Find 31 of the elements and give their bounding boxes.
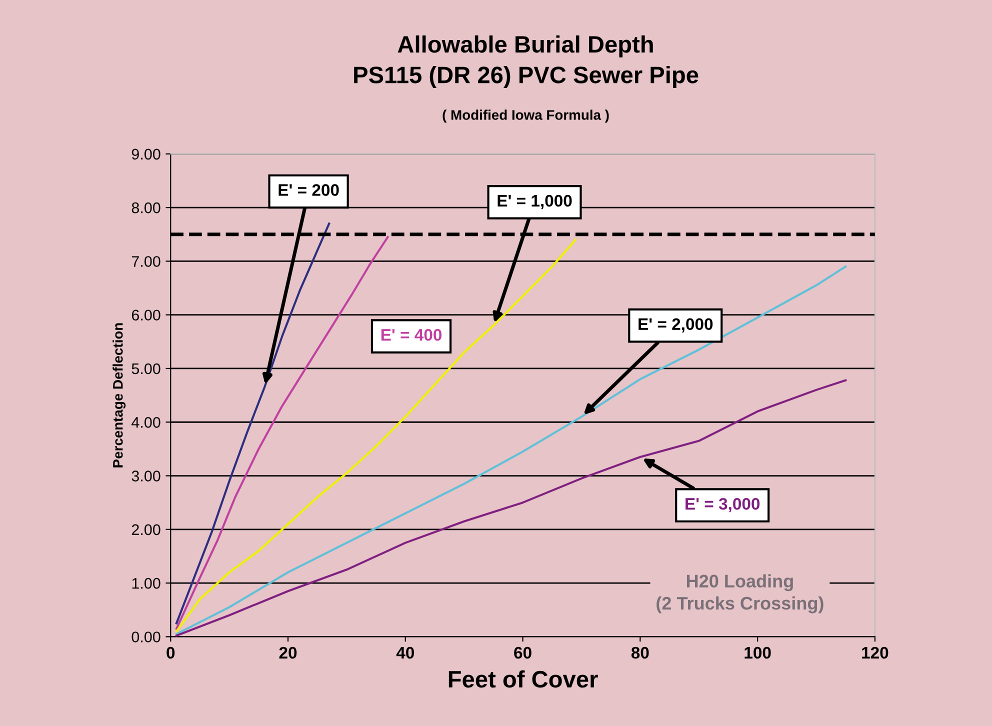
y-tick-label: 0.00: [132, 632, 160, 642]
line-series: [175, 238, 577, 632]
y-tick-label: 2.00: [132, 524, 160, 536]
series-label: E' = 1,000: [498, 194, 572, 210]
line-series: [175, 222, 330, 624]
x-tick-label: 60: [514, 646, 532, 659]
x-axis-title: Feet of Cover: [448, 670, 598, 688]
x-tick-label: 100: [744, 646, 771, 659]
text: E' = 400: [381, 328, 442, 341]
y-tick-label: 9.00: [132, 148, 160, 160]
chart-title: Allowable Burial Depth PS115 (DR 26) PVC Sewer Pipe: [354, 35, 698, 88]
text: E' = 3,000: [686, 498, 760, 512]
y-tick-label: 6.00: [132, 310, 160, 321]
y-tick-label: 5.00: [132, 363, 160, 374]
y-tick-label: 3.00: [132, 470, 160, 482]
y-tick-label: 8.00: [132, 202, 160, 214]
series-label: E' = 2,000: [638, 318, 713, 332]
y-axis-title: Percentage Deflection: [112, 323, 126, 468]
line-series: [175, 379, 847, 637]
annotation: H20 Loading (2 Trucks Crossing): [656, 574, 824, 614]
y-tick-label: 1.00: [132, 578, 160, 589]
x-tick-label: 120: [862, 646, 888, 659]
x-tick-label: 40: [396, 646, 414, 659]
y-tick-label: 7.00: [132, 256, 160, 267]
line-series: [175, 266, 847, 636]
x-tick-label: 20: [279, 646, 297, 659]
x-tick-label: 80: [631, 646, 649, 659]
chart-subtitle: ( Modified Iowa Formula ): [442, 110, 609, 123]
series-label: E' = 200: [278, 184, 339, 196]
y-tick-label: 4.00: [132, 416, 160, 428]
x-tick-label: 0: [166, 646, 175, 659]
